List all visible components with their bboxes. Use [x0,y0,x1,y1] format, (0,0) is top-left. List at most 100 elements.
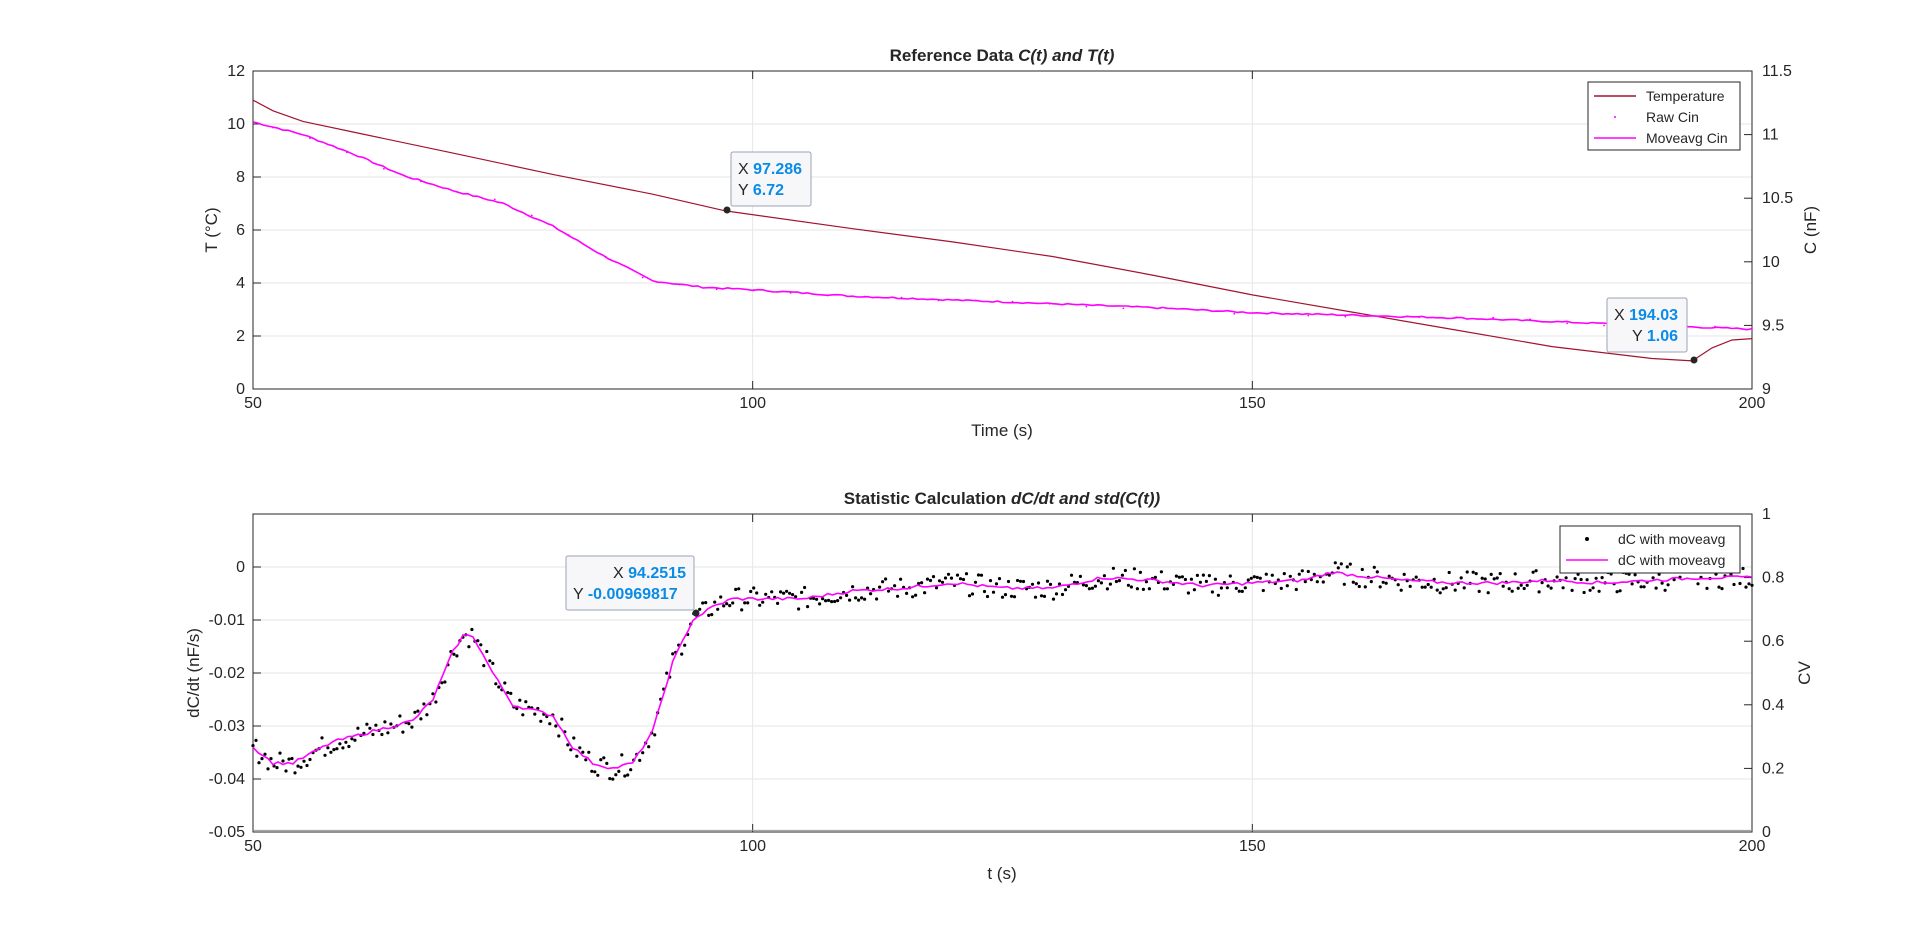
dc-point [824,599,828,603]
dc-point [521,713,525,717]
dc-point [1060,592,1065,597]
dc-point [1435,588,1439,592]
dc-point [758,603,762,607]
dc-point [1078,574,1082,579]
dc-point [1525,583,1529,587]
dc-point [905,591,909,596]
dc-point [410,725,414,729]
y-tick-label-right: 9 [1762,381,1771,398]
dc-point [812,596,816,601]
dc-point [533,712,537,716]
datatip-x-value: 194.03 [1629,307,1678,324]
dc-point [296,764,300,768]
dc-point [356,726,360,730]
dc-point [608,777,612,781]
dc-point [254,738,258,743]
dc-point [988,579,993,583]
dc-point [1522,586,1526,591]
dc-point [1021,579,1026,584]
dc-point [620,753,624,757]
dc-point [827,598,831,603]
dc-point [896,594,900,598]
dc-point [1345,565,1349,569]
y-tick-label-left: 8 [236,169,245,186]
dc-point [515,706,519,711]
dc-point [467,645,471,649]
dc-point [1348,562,1352,566]
raw-cin-point [752,289,755,291]
dc-point [800,590,804,595]
datatip-y-value: -0.00969817 [588,586,678,603]
dc-point [1195,573,1199,578]
dc-point [1321,580,1325,584]
dc-point [362,731,366,735]
dc-point [251,744,255,748]
dc-point [1129,585,1133,589]
dc-point [698,607,702,611]
raw-cin-point [1085,305,1088,308]
dc-point [593,770,597,774]
dc-point [287,757,291,761]
dc-point [782,591,786,595]
dc-point [275,766,279,770]
datatip-y-value: 6.72 [753,182,784,199]
dc-point [1489,572,1493,577]
dc-point [323,753,327,757]
legend-dc-points-marker [1585,537,1589,541]
dc-point [1513,572,1517,576]
bottom-chart-title: Statistic Calculation dC/dt and std(C(t)… [844,489,1161,508]
dc-point [1144,580,1148,584]
dc-point [1261,588,1265,593]
dc-point [347,744,351,749]
dc-point [1237,589,1241,593]
dc-point [557,734,561,738]
datatip-point [692,609,700,617]
dc-point [937,579,942,583]
datatip-box [565,555,695,611]
dc-point [320,736,324,740]
dc-point [881,580,885,584]
dc-point [1090,586,1094,590]
bottom-datatip-1[interactable]: X 94.2515 Y -0.00969817 [565,555,700,617]
dc-point [719,595,723,599]
raw-cin-point [1455,316,1458,319]
y-tick-label-right: 0 [1762,824,1771,841]
y-tick-label-left: 0 [236,381,245,398]
dc-point [1012,595,1017,599]
bottom-legend-box [1559,525,1741,574]
dc-point [605,761,609,766]
dc-point [509,691,513,696]
dc-point [329,750,333,754]
dc-point [1207,574,1211,578]
legend-dc-line-label: dC with moveavg [1618,552,1725,568]
datatip-y-row: Y 6.72 [738,182,784,199]
dc-point [914,593,918,597]
dc-point [704,601,708,605]
x-tick-label: 150 [1239,838,1266,855]
dc-point [887,589,891,593]
dc-point [350,737,354,741]
dc-point [1459,576,1463,580]
top-datatip-2[interactable]: X 194.03 Y 1.06 [1606,297,1698,364]
x-tick-label: 50 [244,395,262,412]
dc-point [1372,565,1376,569]
dc-point [341,746,345,750]
dc-point [749,589,753,594]
dc-point [1501,584,1505,588]
dc-point [949,576,954,580]
dc-point [1000,595,1005,599]
dc-point [1600,576,1604,580]
dc-point [1426,582,1430,587]
dc-point [734,587,738,592]
dc-point [1306,569,1310,574]
dc-point [389,722,393,726]
dc-point [1357,584,1361,589]
dc-point [1162,587,1166,591]
dc-point [911,595,915,599]
dc-point [991,590,996,594]
top-datatip-1[interactable]: X 97.286 Y 6.72 [723,151,812,214]
datatip-y-value: 1.06 [1647,328,1678,345]
dc-point [326,746,330,750]
raw-cin-point [1603,324,1605,327]
